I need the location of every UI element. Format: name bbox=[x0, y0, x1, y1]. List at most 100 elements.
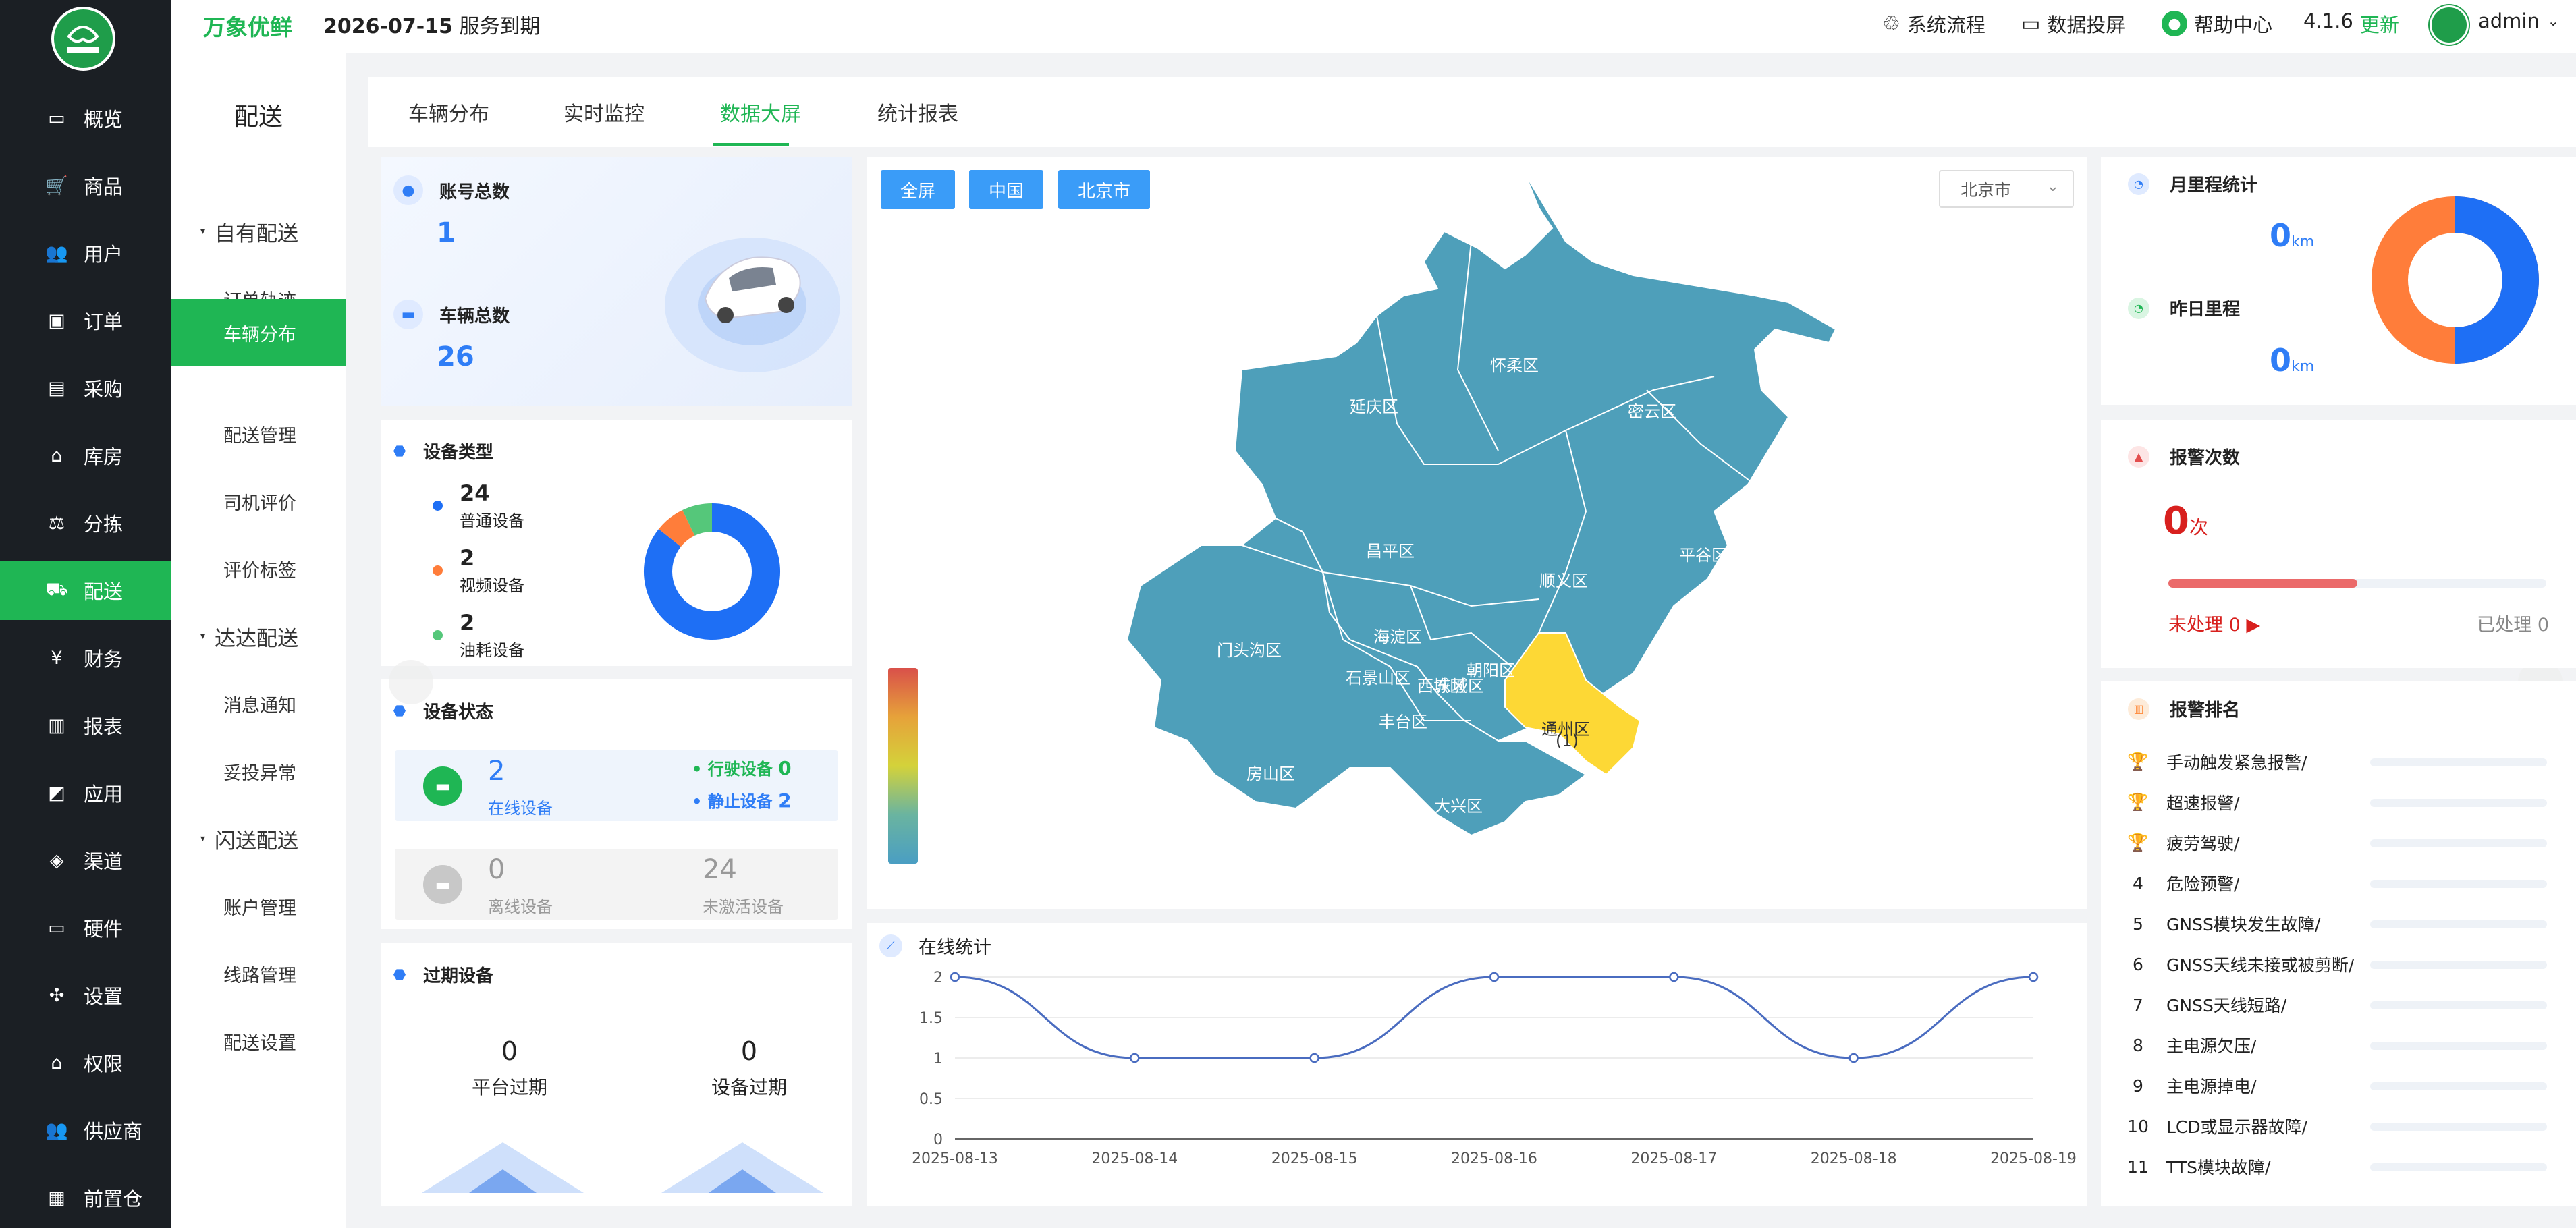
subnav-group-own[interactable]: ▾ 自有配送 bbox=[171, 198, 346, 265]
brand-logo[interactable] bbox=[51, 7, 115, 71]
ranking-item[interactable]: 🏆 超速报警/ bbox=[2126, 790, 2396, 814]
gauge-icon: ◔ bbox=[2128, 173, 2149, 195]
ranking-item[interactable]: 5 GNSS模块发生故障/ bbox=[2126, 912, 2396, 936]
subnav-item-review-tags[interactable]: 评价标签 bbox=[223, 560, 296, 582]
map-label-chaoyang: 朝阳区 bbox=[1467, 661, 1515, 680]
trophy-gold-icon: 🏆 bbox=[2127, 752, 2149, 771]
fullscreen-button[interactable]: 全屏 bbox=[881, 170, 955, 209]
subnav-item-delivery-exception[interactable]: 妥投异常 bbox=[223, 762, 296, 784]
device-type-donut bbox=[644, 503, 780, 640]
nav-item-warehouse[interactable]: ⌂ 库房 bbox=[0, 426, 171, 485]
users-icon: 👥 bbox=[45, 1120, 68, 1141]
top-bar: 万象优鲜 2026-07-15 服务到期 ♲ 系统流程 ▭ 数据投屏 ● 帮助中心 4… bbox=[171, 0, 2576, 53]
visual-map-gradient[interactable] bbox=[888, 668, 918, 864]
map-region-southwest bbox=[1126, 517, 1587, 837]
region-select[interactable]: 北京市 ⌄ bbox=[1939, 170, 2074, 208]
unprocessed-link[interactable]: 未处理 0 ▶ bbox=[2168, 610, 2260, 636]
ranking-item[interactable]: 10 LCD或显示器故障/ bbox=[2126, 1114, 2396, 1138]
subnav-group-dada[interactable]: ▾ 达达配送 bbox=[171, 603, 346, 670]
hexagon-icon bbox=[393, 705, 406, 717]
data-point[interactable] bbox=[1309, 1053, 1319, 1063]
tab-realtime-monitor[interactable]: 实时监控 bbox=[564, 103, 645, 126]
nav-item-sorting[interactable]: ⚖ 分拣 bbox=[0, 493, 171, 553]
device-status-card: 设备状态 ▬ 2 在线设备 • 行驶设备 0 • 静止设备 2 ▬ 0 离线设备… bbox=[381, 679, 852, 929]
data-point[interactable] bbox=[950, 972, 960, 982]
beijing-map[interactable] bbox=[1120, 167, 1836, 903]
map-label-changping: 昌平区 bbox=[1366, 542, 1415, 561]
device-type-title: 设备类型 bbox=[423, 443, 494, 463]
nav-item-permissions[interactable]: ⌂ 权限 bbox=[0, 1033, 171, 1092]
beijing-button[interactable]: 北京市 bbox=[1058, 170, 1150, 209]
tab-vehicle-distribution[interactable]: 车辆分布 bbox=[408, 103, 489, 126]
service-expire: 2026-07-15 服务到期 bbox=[323, 9, 540, 39]
tab-statistics[interactable]: 统计报表 bbox=[877, 103, 958, 126]
subnav-group-shansong[interactable]: ▾ 闪送配送 bbox=[171, 805, 346, 872]
active-tab-indicator bbox=[713, 143, 789, 146]
ranking-item[interactable]: 7 GNSS天线短路/ bbox=[2126, 993, 2396, 1017]
subnav-item-driver-review[interactable]: 司机评价 bbox=[223, 493, 296, 514]
data-point[interactable] bbox=[1489, 972, 1500, 982]
caret-down-icon: ▾ bbox=[200, 833, 206, 844]
nav-label: 权限 bbox=[84, 1053, 124, 1076]
data-point[interactable] bbox=[1130, 1053, 1140, 1063]
bar-chart-icon: ▥ bbox=[48, 715, 65, 736]
ranking-number: 6 bbox=[2133, 954, 2143, 974]
y-tick-label: 0 bbox=[933, 1132, 943, 1148]
puzzle-icon: ✣ bbox=[49, 984, 65, 1006]
ranking-bar bbox=[2370, 799, 2547, 807]
nav-item-finance[interactable]: ¥ 财务 bbox=[0, 628, 171, 688]
ranking-item[interactable]: 9 主电源掉电/ bbox=[2126, 1073, 2396, 1098]
ranking-item[interactable]: 8 主电源欠压/ bbox=[2126, 1033, 2396, 1057]
month-mileage-unit: km bbox=[2291, 233, 2315, 250]
nav-item-overview[interactable]: ▭ 概览 bbox=[0, 88, 171, 148]
nav-item-reports[interactable]: ▥ 报表 bbox=[0, 696, 171, 755]
data-point[interactable] bbox=[2028, 972, 2039, 982]
nav-item-apps[interactable]: ◩ 应用 bbox=[0, 763, 171, 822]
ranking-bar bbox=[2370, 1123, 2547, 1131]
ranking-bar bbox=[2370, 1001, 2547, 1009]
subnav-item-notify[interactable]: 消息通知 bbox=[223, 695, 296, 717]
nav-item-channels[interactable]: ◈ 渠道 bbox=[0, 831, 171, 890]
nav-item-delivery[interactable]: ⛟ 配送 bbox=[0, 561, 171, 620]
data-screen-link[interactable]: ▭ 数据投屏 bbox=[2021, 9, 2125, 38]
nav-item-products[interactable]: 🛒 商品 bbox=[0, 156, 171, 215]
subnav-item-delivery-mgmt[interactable]: 配送管理 bbox=[223, 425, 296, 447]
ranking-item[interactable]: 🏆 手动触发紧急报警/ bbox=[2126, 750, 2396, 774]
prev-arrow-button[interactable] bbox=[389, 660, 433, 704]
help-icon: ● bbox=[2162, 11, 2187, 36]
nav-item-orders[interactable]: ▣ 订单 bbox=[0, 291, 171, 350]
avatar[interactable] bbox=[2430, 5, 2469, 45]
ranking-item[interactable]: 6 GNSS天线未接或被剪断/ bbox=[2126, 952, 2396, 976]
nav-item-users[interactable]: 👥 用户 bbox=[0, 223, 171, 283]
china-button[interactable]: 中国 bbox=[969, 170, 1043, 209]
subnav-item-vehicle-dist[interactable]: 车辆分布 bbox=[171, 299, 346, 366]
ranking-number: 8 bbox=[2133, 1035, 2143, 1055]
caret-down-icon: ▾ bbox=[200, 226, 206, 237]
legend-label: 油耗设备 bbox=[460, 641, 524, 660]
system-flow-link[interactable]: ♲ 系统流程 bbox=[1882, 9, 1985, 38]
ranking-item[interactable]: 🏆 疲劳驾驶/ bbox=[2126, 831, 2396, 855]
legend-value: 2 bbox=[460, 545, 475, 571]
device-type-card: 设备类型 24 普通设备 2 视频设备 2 油耗设备 bbox=[381, 420, 852, 666]
help-center-link[interactable]: ● 帮助中心 bbox=[2162, 9, 2272, 38]
online-stats-title: 在线统计 bbox=[919, 937, 991, 958]
subnav-item-delivery-settings[interactable]: 配送设置 bbox=[223, 1032, 296, 1054]
user-menu[interactable]: admin ⌄ bbox=[2478, 9, 2559, 32]
ranking-bar bbox=[2370, 839, 2547, 847]
data-point[interactable] bbox=[1669, 972, 1679, 982]
nav-item-purchase[interactable]: ▤ 采购 bbox=[0, 358, 171, 418]
nav-item-suppliers[interactable]: 👥 供应商 bbox=[0, 1100, 171, 1160]
online-line-chart[interactable]: 0 0.5 1 1.5 2 2025-08-13 2025-08-14 2025-08-15 2… bbox=[867, 923, 2087, 1206]
subnav-item-account[interactable]: 账户管理 bbox=[223, 897, 296, 919]
data-point[interactable] bbox=[1848, 1053, 1859, 1063]
update-link[interactable]: 更新 bbox=[2360, 13, 2400, 36]
ranking-item[interactable]: 11 TTS模块故障/ bbox=[2126, 1154, 2396, 1179]
ranking-item[interactable]: 4 危险预警/ bbox=[2126, 871, 2396, 895]
help-center-label: 帮助中心 bbox=[2194, 13, 2273, 36]
nav-item-hardware[interactable]: ▭ 硬件 bbox=[0, 898, 171, 957]
data-screen-label: 数据投屏 bbox=[2047, 13, 2126, 36]
nav-item-settings[interactable]: ✣ 设置 bbox=[0, 966, 171, 1025]
nav-item-front-warehouse[interactable]: ▦ 前置仓 bbox=[0, 1168, 171, 1227]
subnav-item-route[interactable]: 线路管理 bbox=[223, 965, 296, 986]
tab-data-screen[interactable]: 数据大屏 bbox=[720, 103, 801, 126]
